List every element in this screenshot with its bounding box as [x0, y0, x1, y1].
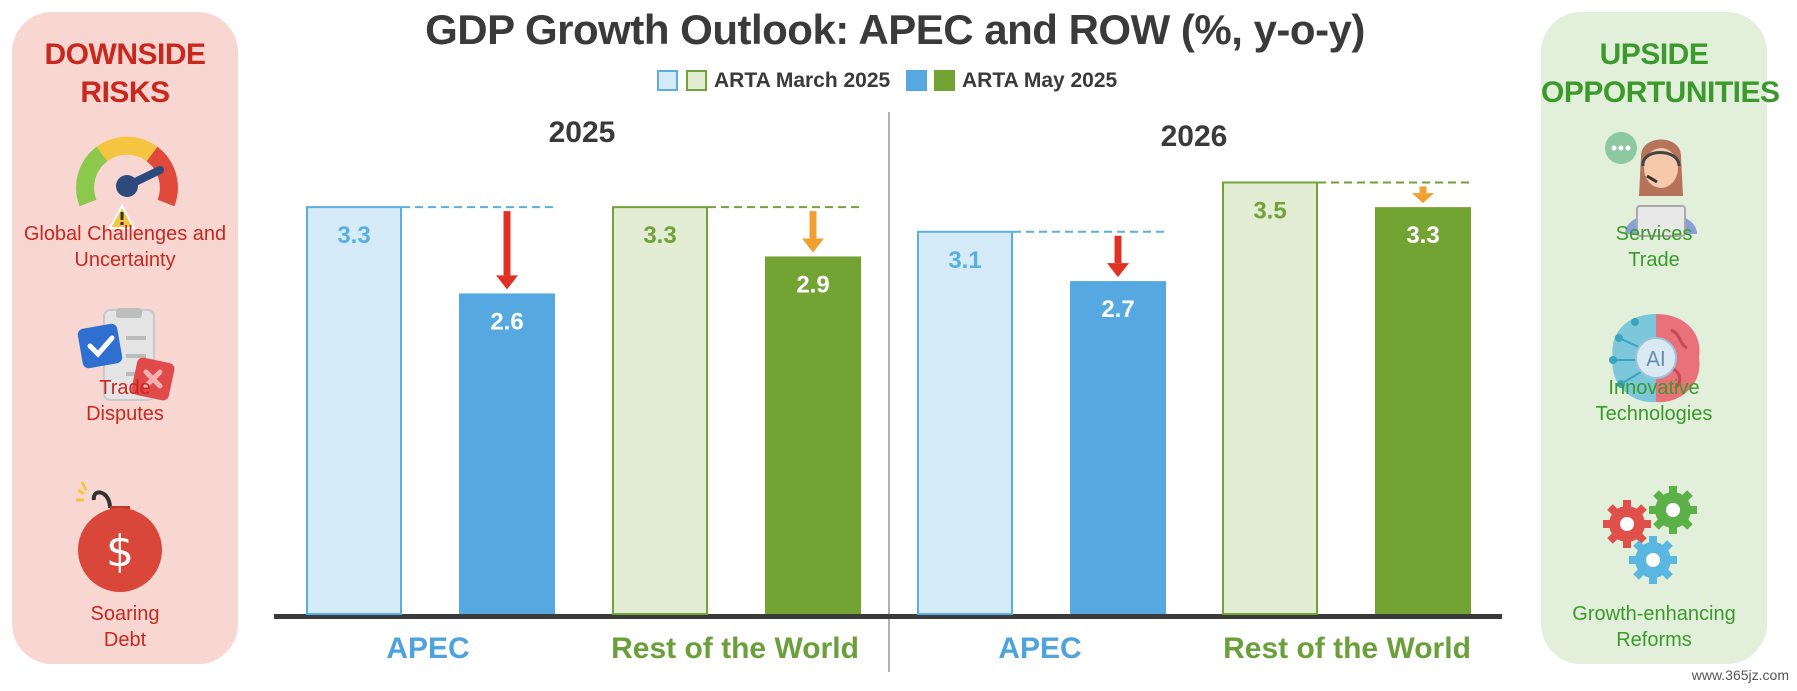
- category-label-apec-2026: APEC: [998, 632, 1081, 665]
- arrow-shaft-apec-2025: [503, 211, 511, 276]
- bar-row-2025-may: [765, 256, 861, 614]
- category-label-row-2025: Rest of the World: [611, 632, 859, 665]
- upside-opportunities-title: UPSIDE OPPORTUNITIES: [1541, 38, 1780, 109]
- gauge-icon: [76, 136, 178, 229]
- arrow-head-apec-2026: [1107, 263, 1129, 278]
- bar-row-2025-march: [612, 206, 708, 615]
- upside-opportunities-panel: UPSIDE OPPORTUNITIES Services Trade AI I…: [1541, 12, 1780, 664]
- risk-label-global-challenges: Global Challenges and Uncertainty: [23, 223, 227, 271]
- arrow-shaft-row-2025: [809, 211, 817, 239]
- bar-row-2026-march: [1222, 181, 1318, 615]
- value-label-row-2026-march: 3.5: [1253, 197, 1286, 224]
- chart-title: GDP Growth Outlook: APEC and ROW (%, y-o…: [425, 6, 1365, 53]
- risk-label-trade-disputes: Trade Disputes: [86, 377, 164, 425]
- legend-swatch-apec-march: [657, 70, 678, 91]
- bar-row-2026-may: [1375, 207, 1471, 615]
- arrow-head-row-2026: [1412, 193, 1434, 204]
- bar-apec-2025-may: [459, 293, 555, 614]
- watermark: www.365jz.com: [1691, 667, 1789, 683]
- ai-brain-icon: AI: [1609, 314, 1700, 403]
- category-label-row-2026: Rest of the World: [1223, 632, 1471, 665]
- value-label-apec-2026-march: 3.1: [948, 247, 981, 274]
- bar-apec-2026-may: [1070, 281, 1166, 614]
- legend-label-march: ARTA March 2025: [714, 69, 891, 92]
- call-agent-icon: [1605, 132, 1697, 237]
- category-label-apec-2025: APEC: [386, 632, 469, 665]
- dollar-bomb-icon: $: [76, 481, 162, 592]
- value-label-apec-2025-may: 2.6: [490, 308, 523, 335]
- value-label-row-2025-may: 2.9: [796, 271, 829, 298]
- svg-text:AI: AI: [1646, 347, 1666, 371]
- legend-swatch-row-march: [686, 70, 707, 91]
- svg-text:$: $: [106, 526, 134, 577]
- value-label-apec-2026-may: 2.7: [1101, 296, 1134, 323]
- downside-risks-title: DOWNSIDE RISKS: [44, 38, 207, 109]
- year-label-2026: 2026: [1161, 120, 1228, 153]
- arrow-head-apec-2025: [496, 275, 518, 290]
- value-label-row-2025-march: 3.3: [643, 222, 676, 249]
- bar-apec-2025-march: [306, 206, 402, 615]
- year-label-2025: 2025: [549, 116, 616, 149]
- arrow-shaft-apec-2026: [1114, 235, 1122, 264]
- x-axis-baseline: [274, 614, 1502, 619]
- checklist-icon: [77, 308, 175, 401]
- bar-apec-2026-march: [917, 230, 1013, 615]
- legend: ARTA March 2025 ARTA May 2025: [0, 66, 1797, 96]
- value-label-row-2026-may: 3.3: [1406, 222, 1439, 249]
- arrow-head-row-2025: [802, 238, 824, 253]
- risk-label-soaring-debt: Soaring Debt: [90, 603, 160, 651]
- legend-swatch-row-may: [934, 70, 955, 91]
- opportunity-label-growth-enhancing-reforms: Growth-enhancing Reforms: [1572, 603, 1736, 651]
- legend-swatch-apec-may: [906, 70, 927, 91]
- opportunity-label-innovative-technologies: Innovative Technologies: [1595, 377, 1713, 425]
- value-label-apec-2025-march: 3.3: [337, 222, 370, 249]
- opportunity-label-services-trade: Services Trade: [1615, 223, 1693, 271]
- downside-risks-panel: DOWNSIDE RISKS Global Challenges and Unc…: [12, 12, 238, 664]
- arrow-shaft-row-2026: [1419, 186, 1427, 194]
- legend-label-may: ARTA May 2025: [962, 69, 1118, 92]
- gears-icon: [1603, 486, 1697, 584]
